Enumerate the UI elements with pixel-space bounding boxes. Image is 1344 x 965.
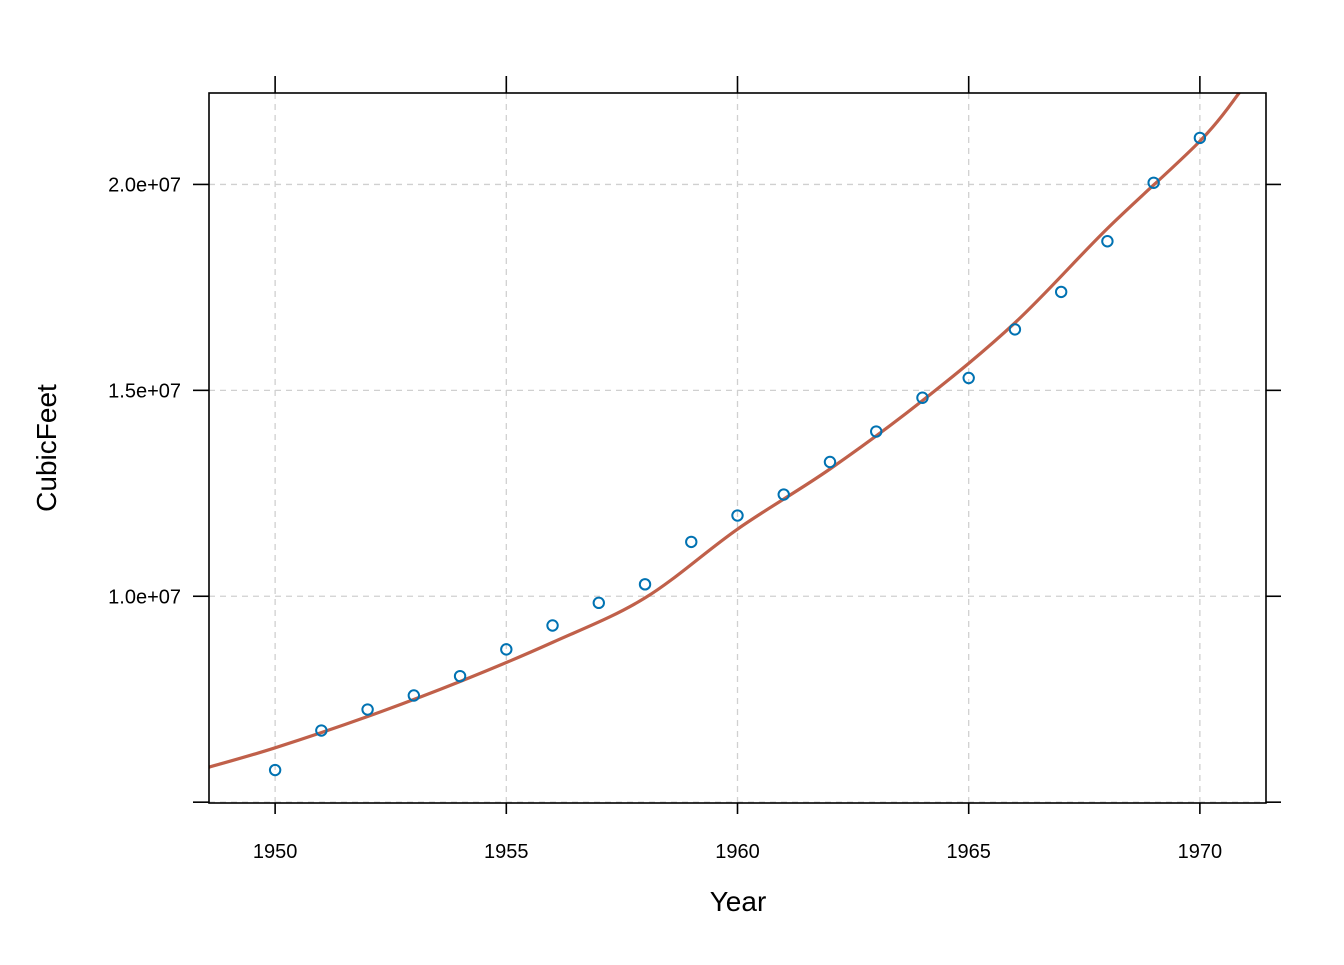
- data-point: [407, 689, 421, 702]
- data-point: [1101, 235, 1114, 248]
- curve-layer: [209, 93, 1241, 769]
- data-point: [777, 488, 790, 501]
- data-point: [1008, 323, 1022, 336]
- x-tick-label: 1970: [1178, 841, 1223, 863]
- x-tick-label: 1960: [715, 841, 760, 863]
- data-point: [962, 371, 975, 385]
- grid-layer: [209, 93, 1266, 803]
- data-point: [500, 643, 513, 656]
- y-axis-title: CubicFeet: [31, 384, 62, 512]
- y-tick-label: 1.5e+07: [108, 380, 181, 402]
- data-point: [638, 578, 652, 591]
- data-point: [546, 619, 559, 632]
- y-tick-label: 1.0e+07: [108, 586, 181, 608]
- data-point: [1193, 131, 1207, 145]
- data-point: [1054, 285, 1068, 299]
- axis-layer: 1950 1955 1960 1965 1970 1.0e+07 1.5e+07 2.0e+0…: [108, 76, 1281, 863]
- fitted-curve: [209, 93, 1241, 769]
- data-point: [823, 455, 837, 469]
- data-point: [1147, 176, 1160, 189]
- x-tick-label: 1955: [484, 841, 529, 863]
- data-point: [315, 724, 328, 737]
- data-point: [592, 596, 605, 610]
- data-point: [685, 535, 698, 549]
- data-point: [870, 425, 883, 438]
- data-point: [916, 391, 929, 404]
- x-tick-label: 1965: [946, 841, 991, 863]
- data-point: [731, 509, 744, 522]
- points-layer: [268, 131, 1207, 777]
- data-point: [268, 763, 282, 777]
- y-tick-label: 2.0e+07: [108, 174, 181, 196]
- data-point: [453, 669, 467, 683]
- x-tick-label: 1950: [253, 841, 298, 863]
- x-axis-title: Year: [710, 886, 767, 917]
- data-point: [361, 703, 374, 716]
